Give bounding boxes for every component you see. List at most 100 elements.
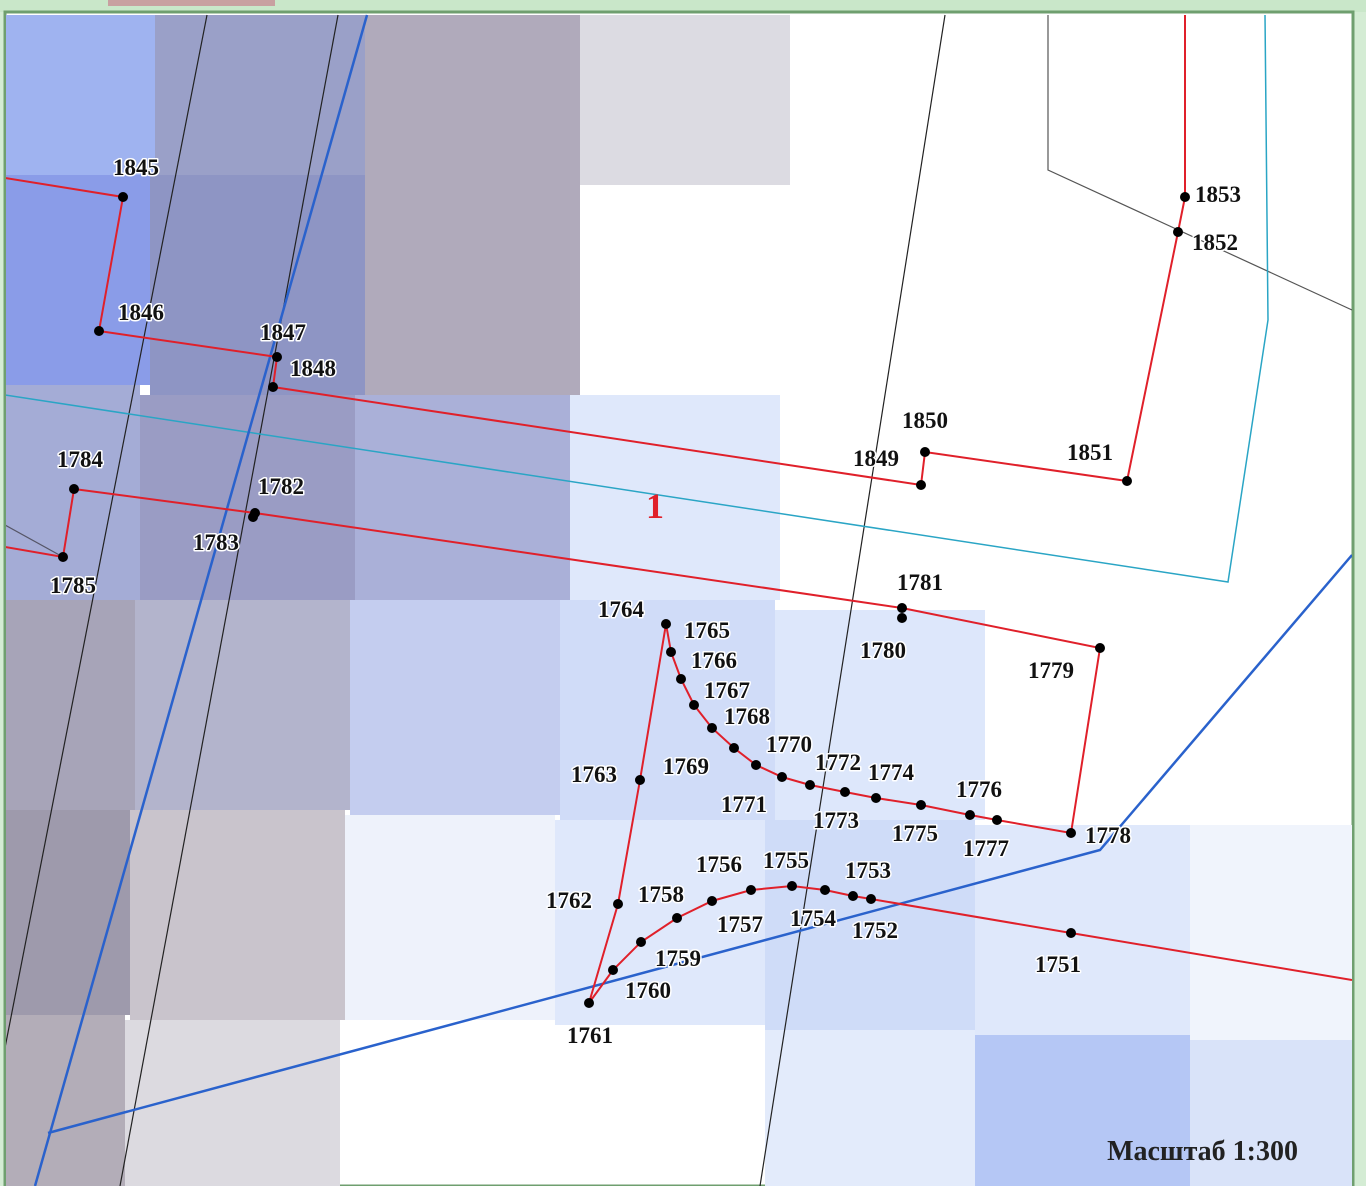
point-label: 1763 bbox=[571, 762, 617, 787]
point-marker bbox=[840, 787, 850, 797]
tile bbox=[975, 1035, 1190, 1186]
point-label: 1776 bbox=[956, 777, 1002, 802]
tile bbox=[355, 395, 570, 600]
point-marker bbox=[635, 775, 645, 785]
point-label: 1772 bbox=[815, 750, 861, 775]
point-marker bbox=[965, 810, 975, 820]
point-marker bbox=[69, 484, 79, 494]
point-label: 1774 bbox=[868, 760, 915, 785]
tile bbox=[150, 175, 365, 395]
point-label: 1754 bbox=[790, 906, 837, 931]
point-label: 1761 bbox=[567, 1023, 613, 1048]
point-marker bbox=[1173, 227, 1183, 237]
raster-tiles bbox=[6, 15, 1352, 1186]
tile bbox=[6, 1015, 125, 1186]
tile bbox=[765, 1030, 975, 1186]
point-marker bbox=[1066, 928, 1076, 938]
point-label: 1770 bbox=[766, 732, 812, 757]
point-marker bbox=[916, 800, 926, 810]
point-label: 1766 bbox=[691, 648, 737, 673]
point-label: 1756 bbox=[696, 852, 742, 877]
point-marker bbox=[1066, 828, 1076, 838]
point-marker bbox=[1095, 643, 1105, 653]
tile bbox=[345, 815, 555, 1020]
point-label: 1755 bbox=[763, 848, 809, 873]
point-label: 1759 bbox=[655, 946, 701, 971]
tile bbox=[130, 810, 345, 1020]
point-marker bbox=[746, 885, 756, 895]
point-marker bbox=[248, 512, 258, 522]
point-label: 1773 bbox=[813, 808, 859, 833]
point-label: 1778 bbox=[1085, 823, 1131, 848]
tile bbox=[6, 15, 155, 175]
top-strip bbox=[0, 0, 1366, 12]
point-label: 1775 bbox=[892, 821, 938, 846]
point-label: 1762 bbox=[546, 888, 592, 913]
top-tab bbox=[108, 0, 275, 6]
point-marker bbox=[871, 793, 881, 803]
point-label: 1751 bbox=[1035, 952, 1081, 977]
point-label: 1847 bbox=[260, 320, 306, 345]
tile bbox=[1190, 1040, 1352, 1186]
point-label: 1767 bbox=[704, 678, 750, 703]
point-marker bbox=[897, 603, 907, 613]
point-marker bbox=[1180, 192, 1190, 202]
tile bbox=[6, 600, 135, 810]
point-marker bbox=[661, 619, 671, 629]
point-label: 1845 bbox=[113, 155, 159, 180]
point-label: 1784 bbox=[57, 447, 104, 472]
point-marker bbox=[94, 326, 104, 336]
tile bbox=[975, 825, 1190, 1035]
point-marker bbox=[613, 899, 623, 909]
tile bbox=[350, 600, 560, 815]
point-marker bbox=[897, 613, 907, 623]
point-label: 1769 bbox=[663, 754, 709, 779]
point-marker bbox=[608, 965, 618, 975]
point-label: 1771 bbox=[721, 792, 767, 817]
point-label: 1779 bbox=[1028, 658, 1074, 683]
point-label: 1780 bbox=[860, 638, 906, 663]
point-label: 1785 bbox=[50, 573, 96, 598]
point-marker bbox=[268, 382, 278, 392]
scale-label: Масштаб 1:300 bbox=[1107, 1136, 1298, 1167]
points: 1845 1846 1847 1848 1784 1785 1782 1783 18501849… bbox=[49, 154, 1243, 1050]
point-label: 1850 bbox=[902, 408, 948, 433]
point-marker bbox=[729, 743, 739, 753]
point-marker bbox=[820, 885, 830, 895]
tile bbox=[365, 15, 580, 395]
point-marker bbox=[676, 674, 686, 684]
point-label: 1782 bbox=[258, 474, 304, 499]
point-label: 1768 bbox=[724, 704, 770, 729]
point-label: 1765 bbox=[684, 618, 730, 643]
point-marker bbox=[672, 913, 682, 923]
tile bbox=[1190, 825, 1352, 1040]
point-label: 1783 bbox=[193, 530, 239, 555]
point-marker bbox=[118, 192, 128, 202]
point-label: 1757 bbox=[717, 912, 763, 937]
point-marker bbox=[787, 881, 797, 891]
tile bbox=[765, 820, 975, 1030]
point-marker bbox=[805, 780, 815, 790]
point-label: 1752 bbox=[852, 918, 898, 943]
point-label: 1849 bbox=[853, 446, 899, 471]
point-marker bbox=[58, 552, 68, 562]
point-label: 1852 bbox=[1192, 230, 1238, 255]
point-label: 1753 bbox=[845, 858, 891, 883]
point-label: 1777 bbox=[963, 836, 1009, 861]
tile bbox=[555, 820, 765, 1025]
point-label: 1846 bbox=[118, 300, 164, 325]
point-marker bbox=[992, 815, 1002, 825]
point-marker bbox=[707, 896, 717, 906]
point-marker bbox=[689, 700, 699, 710]
tile bbox=[135, 600, 350, 810]
point-label: 1781 bbox=[897, 570, 943, 595]
point-label: 1764 bbox=[598, 597, 645, 622]
point-marker bbox=[916, 480, 926, 490]
tile bbox=[580, 15, 790, 185]
point-marker bbox=[707, 723, 717, 733]
point-marker bbox=[636, 937, 646, 947]
tile bbox=[6, 810, 130, 1015]
point-marker bbox=[920, 447, 930, 457]
